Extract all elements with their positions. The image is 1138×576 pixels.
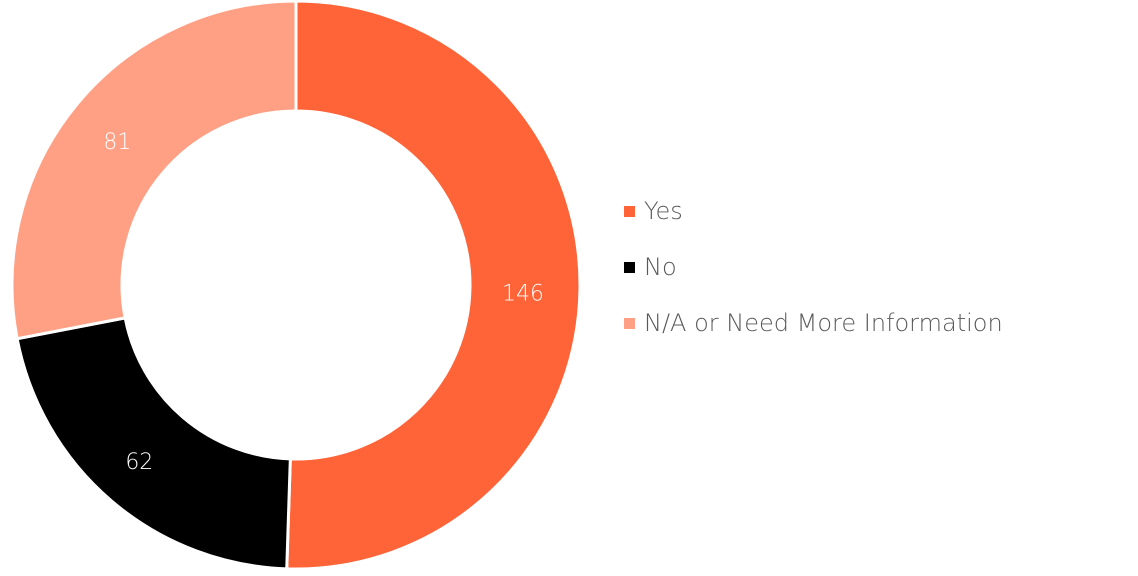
- legend-swatch-yes: [624, 205, 635, 217]
- slice-yes: [285, 0, 582, 571]
- legend-label-no: No: [644, 253, 677, 281]
- data-label-na: 81: [103, 130, 131, 155]
- data-label-no: 62: [125, 450, 153, 475]
- legend-swatch-no: [624, 261, 635, 273]
- legend: Yes No N/A or Need More Information: [624, 196, 1124, 364]
- legend-item-na: N/A or Need More Information: [624, 308, 1124, 338]
- legend-item-yes: Yes: [624, 196, 1124, 226]
- slice-na: [10, 0, 298, 341]
- legend-label-na: N/A or Need More Information: [644, 309, 1003, 337]
- legend-label-yes: Yes: [644, 197, 683, 225]
- legend-item-no: No: [624, 252, 1124, 282]
- data-label-yes: 146: [502, 282, 544, 307]
- slice-no: [15, 316, 292, 571]
- legend-swatch-na: [624, 317, 635, 329]
